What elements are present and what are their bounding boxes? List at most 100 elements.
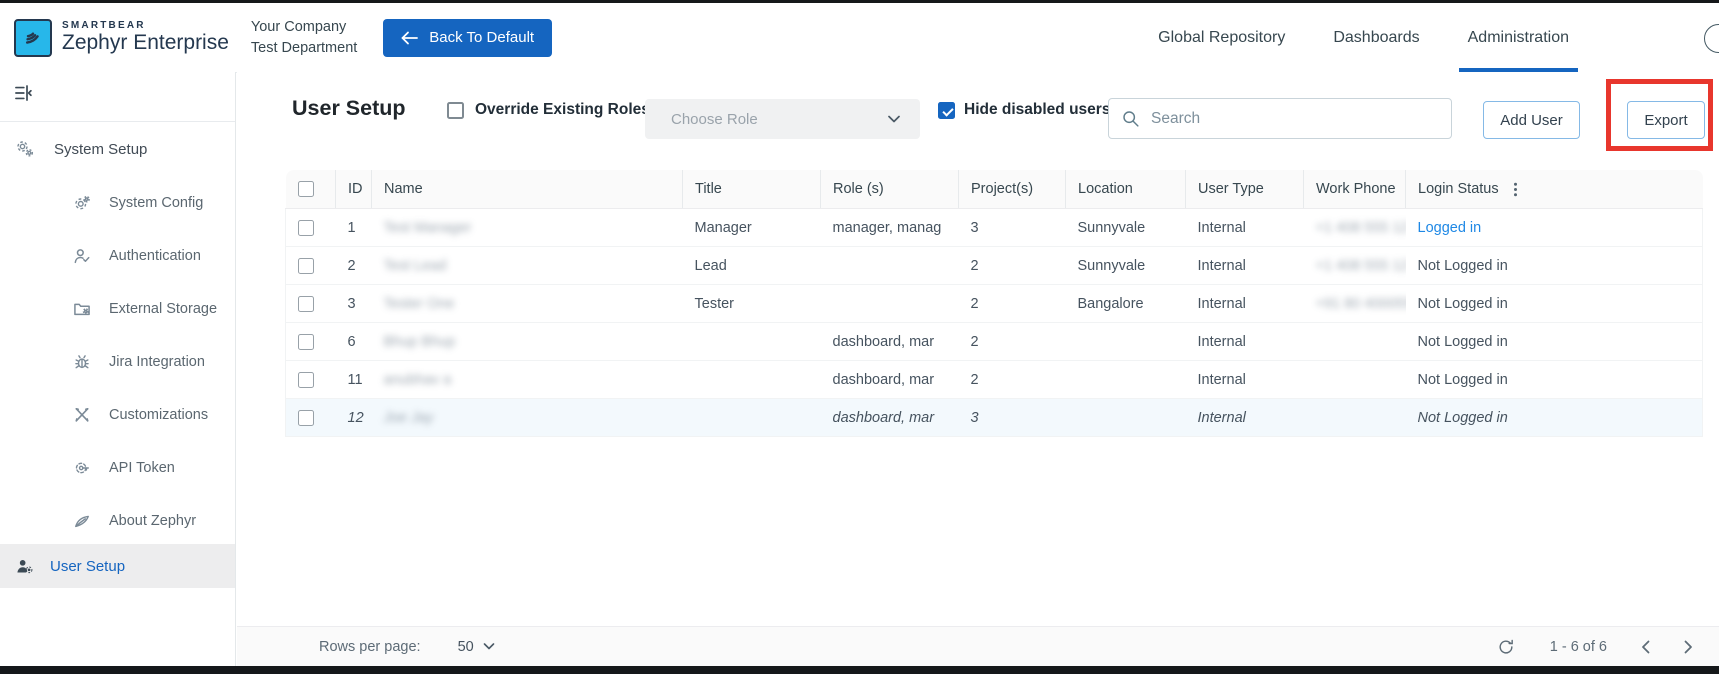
sidebar-item-label: System Config	[109, 194, 204, 211]
cell-projects: 2	[958, 246, 1066, 285]
column-header-user-type[interactable]: User Type	[1185, 170, 1304, 209]
cell-location	[1065, 322, 1186, 361]
table-row[interactable]: 6 Bhup Bhup dashboard, mar 2 Internal No…	[285, 322, 1703, 361]
cell-id: 1	[335, 208, 372, 247]
sidebar-item-label: About Zephyr	[109, 512, 197, 529]
row-checkbox[interactable]	[298, 295, 314, 312]
previous-page-button[interactable]	[1641, 640, 1650, 654]
page-title: User Setup	[292, 96, 406, 120]
brand-product-label: Zephyr Enterprise	[62, 31, 229, 54]
column-header-location[interactable]: Location	[1065, 170, 1186, 209]
rows-per-page-label: Rows per page:	[319, 638, 421, 655]
cell-name-redacted: Test Lead	[383, 257, 447, 274]
sidebar-item-label: Jira Integration	[109, 353, 205, 370]
cell-work-phone	[1303, 398, 1406, 437]
cell-user-type: Internal	[1185, 284, 1304, 323]
sidebar-item-label: API Token	[109, 459, 175, 476]
select-all-checkbox[interactable]	[297, 181, 314, 197]
sidebar-item-api-token[interactable]: API Token	[0, 441, 235, 494]
cell-login-status: Not Logged in	[1405, 398, 1703, 437]
pagination-range: 1 - 6 of 6	[1549, 638, 1607, 655]
cell-title	[682, 360, 821, 399]
chevron-down-icon	[483, 643, 495, 650]
table-row-highlighted[interactable]: 12 Joe Jay dashboard, mar 3 Internal Not…	[285, 398, 1703, 437]
hide-disabled-users-checkbox[interactable]	[938, 102, 955, 119]
choose-role-select[interactable]: Choose Role	[645, 99, 920, 139]
column-header-title[interactable]: Title	[682, 170, 821, 209]
bug-icon	[72, 352, 92, 372]
sidebar-item-about-zephyr[interactable]: About Zephyr	[0, 494, 235, 547]
column-header-work-phone[interactable]: Work Phone	[1303, 170, 1406, 209]
cell-title	[682, 398, 821, 437]
column-header-login-status[interactable]: Login Status	[1418, 181, 1499, 197]
cell-user-type: Internal	[1185, 246, 1304, 285]
row-checkbox[interactable]	[298, 371, 314, 388]
cell-projects: 2	[958, 360, 1066, 399]
company-name: Your Company	[250, 18, 347, 35]
column-header-roles[interactable]: Role (s)	[820, 170, 959, 209]
user-avatar-icon[interactable]	[1704, 24, 1719, 53]
sidebar: System Setup System Config Authenticatio…	[0, 72, 236, 666]
cell-id: 12	[335, 398, 372, 437]
nav-dashboards[interactable]: Dashboards	[1333, 28, 1420, 46]
add-user-button[interactable]: Add User	[1483, 101, 1580, 139]
search-input[interactable]	[1149, 108, 1439, 129]
refresh-button[interactable]	[1496, 637, 1516, 657]
table-row[interactable]: 1 Test Manager Manager manager, manag 3 …	[285, 208, 1703, 247]
sidebar-collapse-button[interactable]	[13, 83, 39, 109]
cell-location	[1065, 360, 1186, 399]
cell-name-redacted: Tester One	[383, 295, 455, 312]
sidebar-item-system-config[interactable]: System Config	[0, 176, 235, 229]
cell-work-phone-redacted: +1 408 555 12	[1315, 257, 1406, 274]
row-checkbox[interactable]	[298, 409, 314, 426]
company-context: Your Company Test Department	[251, 17, 357, 59]
cell-roles: dashboard, mar	[820, 398, 959, 437]
rows-per-page-value: 50	[457, 638, 474, 655]
sidebar-group-system-setup[interactable]: System Setup	[0, 130, 235, 168]
nav-global-repository[interactable]: Global Repository	[1158, 28, 1286, 46]
override-existing-roles-checkbox[interactable]	[447, 102, 464, 119]
sidebar-item-jira-integration[interactable]: Jira Integration	[0, 335, 235, 388]
sidebar-item-user-setup[interactable]: User Setup	[0, 544, 235, 588]
cell-login-status: Not Logged in	[1405, 284, 1703, 323]
table-row[interactable]: 11 anubhav a dashboard, mar 2 Internal N…	[285, 360, 1703, 399]
refresh-icon	[1499, 639, 1513, 653]
sidebar-item-authentication[interactable]: Authentication	[0, 229, 235, 282]
cell-id: 3	[335, 284, 372, 323]
back-to-default-button[interactable]: Back To Default	[383, 18, 553, 57]
row-checkbox[interactable]	[298, 219, 314, 236]
column-header-id[interactable]: ID	[335, 170, 372, 209]
cell-roles: manager, manag	[820, 208, 959, 247]
sidebar-subitems: System Config Authentication External St…	[0, 176, 235, 547]
column-header-name[interactable]: Name	[371, 170, 683, 209]
cell-login-status[interactable]: Logged in	[1417, 219, 1482, 236]
chevron-left-icon	[1642, 640, 1650, 653]
search-box	[1108, 98, 1452, 139]
search-icon	[1123, 111, 1139, 127]
cell-id: 2	[335, 246, 372, 285]
sidebar-item-customizations[interactable]: Customizations	[0, 388, 235, 441]
department-name: Test Department	[250, 39, 358, 56]
row-checkbox[interactable]	[298, 257, 314, 274]
cell-title: Lead	[682, 246, 821, 285]
kebab-icon[interactable]	[1513, 182, 1518, 197]
next-page-button[interactable]	[1684, 640, 1693, 654]
gears-icon	[15, 139, 35, 159]
table-row[interactable]: 3 Tester One Tester 2 Bangalore Internal…	[285, 284, 1703, 323]
row-checkbox[interactable]	[298, 333, 314, 350]
crossed-pencils-icon	[72, 405, 92, 425]
cell-login-status: Not Logged in	[1405, 360, 1703, 399]
cell-projects: 2	[958, 284, 1066, 323]
folder-gear-icon	[72, 299, 92, 319]
brand-smartbear-label: SMARTBEAR	[62, 20, 146, 31]
rows-per-page-select[interactable]: 50	[458, 639, 495, 655]
column-header-projects[interactable]: Project(s)	[958, 170, 1066, 209]
sidebar-item-external-storage[interactable]: External Storage	[0, 282, 235, 335]
cell-roles: dashboard, mar	[820, 322, 959, 361]
table-row[interactable]: 2 Test Lead Lead 2 Sunnyvale Internal +1…	[285, 246, 1703, 285]
nav-administration[interactable]: Administration	[1458, 3, 1579, 72]
users-table: ID Name Title Role (s) Project(s) Locati…	[285, 170, 1703, 437]
cell-roles	[820, 284, 959, 323]
export-button[interactable]: Export	[1627, 101, 1705, 139]
